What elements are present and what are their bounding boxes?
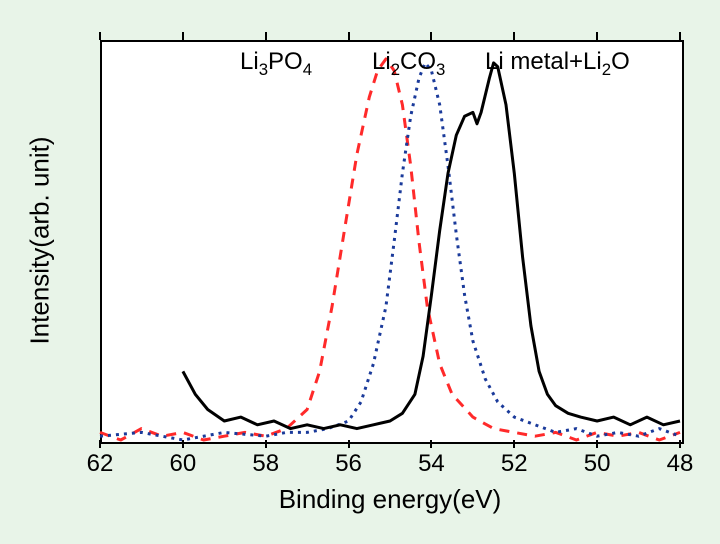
x-tick-label: 60 bbox=[163, 450, 203, 478]
x-tick bbox=[348, 440, 350, 448]
x-tick-top bbox=[265, 32, 267, 40]
x-tick bbox=[265, 440, 267, 448]
series-label: Li metal+Li2O bbox=[485, 48, 630, 80]
y-axis-label: Intensity(arb. unit) bbox=[25, 111, 56, 371]
x-tick bbox=[679, 440, 681, 448]
x-tick-top bbox=[679, 32, 681, 40]
x-tick-label: 58 bbox=[246, 450, 286, 478]
x-tick-top bbox=[596, 32, 598, 40]
x-tick-top bbox=[430, 32, 432, 40]
x-tick-label: 56 bbox=[329, 450, 369, 478]
series-LiMetal_Li2O bbox=[183, 63, 680, 429]
x-tick-label: 48 bbox=[660, 450, 700, 478]
x-axis-label: Binding energy(eV) bbox=[250, 484, 530, 515]
series-label: Li2CO3 bbox=[372, 48, 445, 80]
x-tick-top bbox=[513, 32, 515, 40]
x-tick-top bbox=[348, 32, 350, 40]
x-tick bbox=[596, 440, 598, 448]
series-Li3PO4 bbox=[100, 59, 680, 440]
x-tick-label: 52 bbox=[494, 450, 534, 478]
xps-spectrum-chart: 62 60 58 56 54 52 50 48 Binding energy(eV) Intens… bbox=[0, 0, 720, 544]
x-tick bbox=[182, 440, 184, 448]
x-tick-label: 54 bbox=[411, 450, 451, 478]
series-label: Li3PO4 bbox=[240, 48, 312, 80]
x-tick bbox=[430, 440, 432, 448]
x-tick-top bbox=[99, 32, 101, 40]
x-tick bbox=[99, 440, 101, 448]
x-tick-label: 50 bbox=[577, 450, 617, 478]
x-tick-top bbox=[182, 32, 184, 40]
x-tick bbox=[513, 440, 515, 448]
series-Li2CO3 bbox=[100, 63, 680, 440]
x-tick-label: 62 bbox=[80, 450, 120, 478]
